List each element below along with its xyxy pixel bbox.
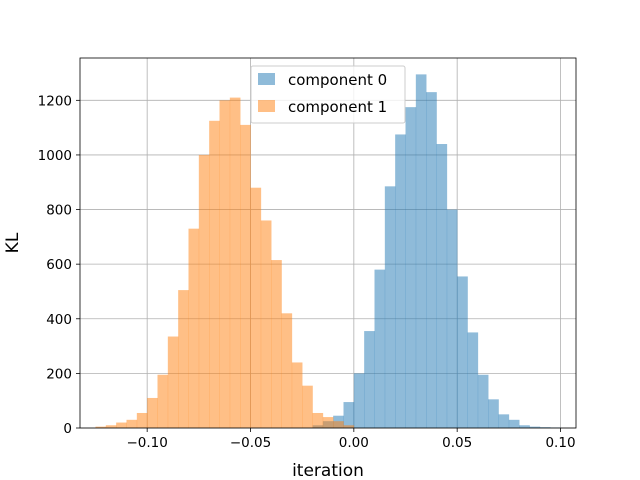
histogram-bar — [498, 414, 510, 428]
histogram-bar — [198, 154, 210, 429]
y-tick-label: 1200 — [38, 93, 72, 109]
histogram-bar — [271, 260, 282, 428]
histogram-bar — [188, 228, 200, 428]
y-tick-label: 400 — [46, 312, 72, 328]
histogram-bar — [426, 92, 437, 428]
histogram-bar — [488, 399, 499, 428]
histogram-bar — [353, 373, 365, 428]
histogram-bar — [147, 397, 158, 428]
histogram-bar — [167, 336, 179, 428]
histogram-bars — [95, 74, 561, 429]
y-tick-label: 1000 — [38, 148, 72, 164]
histogram-bar — [415, 74, 427, 429]
histogram-bar — [384, 186, 396, 428]
histogram-bar — [178, 290, 189, 428]
histogram-bar — [116, 422, 127, 428]
x-tick-label: −0.10 — [126, 435, 167, 451]
histogram-bar — [364, 331, 375, 428]
histogram-bar — [529, 426, 541, 428]
y-axis-label: KL — [3, 232, 23, 253]
legend-swatch-component-0 — [258, 73, 275, 85]
histogram-bar — [374, 269, 386, 428]
y-axis-ticks: 0 200 400 600 800 1000 1200 — [38, 93, 80, 437]
histogram-bar — [436, 144, 448, 428]
histogram-bar — [322, 417, 334, 428]
x-tick-label: 0.00 — [339, 435, 369, 451]
series-component-0 — [312, 74, 561, 429]
histogram-bar — [291, 362, 303, 428]
y-tick-label: 200 — [46, 366, 72, 382]
histogram-bar — [219, 100, 231, 429]
histogram-bar — [467, 332, 479, 428]
y-tick-label: 600 — [46, 257, 72, 273]
legend-label-component-0: component 0 — [288, 71, 387, 89]
histogram-bar — [508, 419, 520, 428]
histogram-bar — [136, 412, 148, 428]
series-component-1 — [95, 97, 355, 429]
x-tick-label: 0.05 — [442, 435, 472, 451]
y-tick-label: 800 — [46, 203, 72, 219]
histogram-bar — [343, 425, 355, 428]
histogram-bar — [539, 427, 551, 428]
histogram-bar — [95, 426, 107, 428]
x-tick-label: 0.10 — [545, 435, 575, 451]
histogram-bar — [302, 385, 313, 428]
histogram-bar — [457, 276, 468, 428]
legend: component 0 component 1 — [250, 65, 406, 124]
plot-frame — [79, 57, 577, 429]
x-tick-label: −0.05 — [230, 435, 271, 451]
histogram-bar — [343, 402, 355, 428]
histogram-bar — [446, 209, 458, 428]
legend-swatch-component-1 — [258, 100, 275, 112]
histogram-bar — [405, 107, 417, 428]
histogram-bar — [209, 120, 220, 428]
histogram-bar — [395, 134, 406, 428]
legend-label-component-1: component 1 — [288, 98, 387, 116]
legend-box — [250, 65, 406, 124]
histogram-bar — [126, 419, 138, 428]
histogram-bar — [250, 187, 262, 428]
histogram-bar — [281, 313, 293, 428]
y-tick-label: 0 — [63, 421, 72, 437]
histogram-bar — [260, 220, 272, 428]
histogram-bar — [312, 412, 324, 428]
histogram-bar — [229, 97, 241, 429]
histogram-bar — [477, 374, 489, 428]
x-axis-ticks: −0.10 −0.05 0.00 0.05 0.10 — [126, 428, 576, 451]
histogram-bar — [333, 421, 344, 428]
histogram-bar — [240, 124, 251, 429]
x-axis-label: iteration — [292, 461, 364, 480]
histogram-bar — [157, 374, 169, 428]
histogram-bar — [105, 425, 117, 428]
histogram-bar — [519, 425, 530, 428]
